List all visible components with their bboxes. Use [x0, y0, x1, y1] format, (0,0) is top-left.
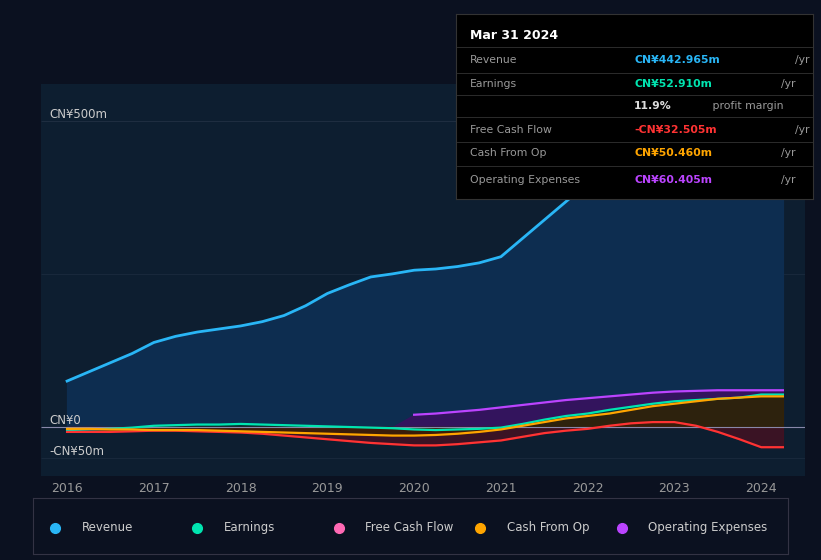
- Text: CN¥50.460m: CN¥50.460m: [635, 148, 713, 157]
- Text: /yr: /yr: [781, 79, 796, 89]
- Text: Cash From Op: Cash From Op: [470, 148, 547, 157]
- Text: -CN¥32.505m: -CN¥32.505m: [635, 125, 717, 136]
- Text: 11.9%: 11.9%: [635, 101, 672, 111]
- Text: /yr: /yr: [795, 125, 810, 136]
- Text: CN¥52.910m: CN¥52.910m: [635, 79, 712, 89]
- Text: Free Cash Flow: Free Cash Flow: [470, 125, 552, 136]
- Text: Operating Expenses: Operating Expenses: [470, 175, 580, 185]
- Text: /yr: /yr: [795, 55, 810, 65]
- Text: Free Cash Flow: Free Cash Flow: [365, 521, 453, 534]
- Text: CN¥0: CN¥0: [50, 414, 81, 427]
- Text: Revenue: Revenue: [82, 521, 133, 534]
- Text: Revenue: Revenue: [470, 55, 517, 65]
- Text: CN¥442.965m: CN¥442.965m: [635, 55, 720, 65]
- Text: CN¥500m: CN¥500m: [50, 108, 108, 121]
- Text: CN¥60.405m: CN¥60.405m: [635, 175, 713, 185]
- Text: /yr: /yr: [781, 175, 796, 185]
- Text: /yr: /yr: [781, 148, 796, 157]
- Text: Earnings: Earnings: [470, 79, 517, 89]
- Text: Cash From Op: Cash From Op: [507, 521, 589, 534]
- Text: Earnings: Earnings: [223, 521, 275, 534]
- Text: -CN¥50m: -CN¥50m: [50, 445, 105, 458]
- Text: profit margin: profit margin: [709, 101, 784, 111]
- Text: Mar 31 2024: Mar 31 2024: [470, 29, 558, 42]
- Text: Operating Expenses: Operating Expenses: [649, 521, 768, 534]
